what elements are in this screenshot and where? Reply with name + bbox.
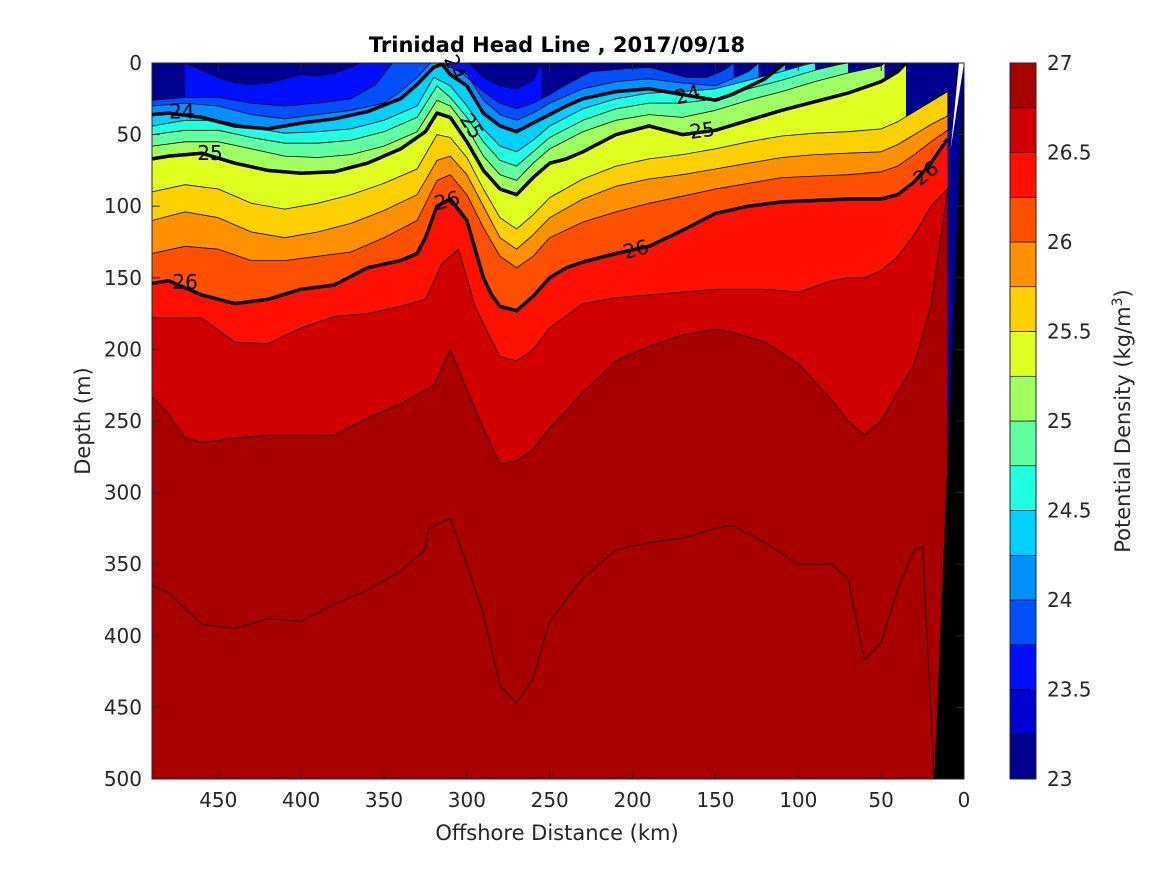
isopycnal-24.25: [152, 63, 815, 153]
y-tick-label: 500: [104, 767, 142, 791]
x-tick-label: 150: [696, 788, 734, 812]
y-axis-label: Depth (m): [71, 367, 95, 474]
colorbar-swatch: [1009, 375, 1037, 422]
y-tick-label: 100: [104, 194, 142, 218]
colorbar-swatch: [1009, 241, 1037, 288]
colorbar-swatch: [1009, 286, 1037, 332]
contour-label-26: 26: [172, 270, 197, 294]
contour-label-24: 24: [169, 100, 194, 124]
colorbar-tick-label: 24: [1047, 588, 1072, 612]
colorbar-swatches: [1009, 62, 1037, 780]
isopycnal-24: [152, 63, 787, 134]
x-axis: 450 400 350 300 250 200 150 100 50 0: [199, 63, 970, 812]
density-band-26.75: [152, 518, 935, 779]
isopycnal-25.25: [152, 91, 948, 230]
y-tick-label: 0: [129, 51, 142, 75]
isopycnal-23.5: [152, 63, 734, 110]
colorbar-swatch: [1009, 62, 1037, 109]
colorbar-tick-label: 25: [1047, 409, 1072, 433]
contour-label-25: 25: [688, 117, 717, 144]
y-tick-label: 50: [117, 123, 142, 147]
y-axis: 0 50 100 150 200 250 300 350 400 450 500: [104, 51, 964, 791]
colorbar-frame: [1009, 62, 1037, 780]
isopycnal-25: [152, 63, 908, 197]
colorbar: 27 26.5 26 25.5 25 24.5 24 23.5 23 Potential Den…: [1009, 51, 1135, 791]
colorbar-swatch: [1009, 733, 1037, 780]
y-tick-label: 250: [104, 409, 142, 433]
x-tick-label: 200: [613, 788, 651, 812]
colorbar-swatch: [1009, 689, 1037, 735]
no-data-wedge: [950, 63, 964, 149]
colorbar-swatch: [1009, 599, 1037, 646]
colorbar-tick-label: 24.5: [1047, 499, 1092, 523]
contour-label-text: 26: [172, 270, 197, 294]
colorbar-swatch: [1009, 510, 1037, 556]
contour-label-text: 25: [688, 117, 717, 144]
x-tick-label: 50: [868, 788, 893, 812]
colorbar-swatch: [1009, 107, 1037, 153]
colorbar-tick-label: 26.5: [1047, 141, 1092, 165]
y-tick-label: 150: [104, 266, 142, 290]
contour-fills: [152, 63, 964, 779]
colorbar-tick-label: 23.5: [1047, 678, 1092, 702]
colorbar-tick-label: 25.5: [1047, 320, 1092, 344]
colorbar-swatch: [1009, 644, 1037, 690]
y-tick-label: 350: [104, 552, 142, 576]
seafloor-mask: [934, 63, 964, 779]
colorbar-swatch: [1009, 420, 1037, 467]
colorbar-swatch: [1009, 331, 1037, 377]
isopycnal-23.25: [184, 63, 542, 90]
isopycnal-25.75: [152, 129, 948, 269]
x-tick-label: 450: [199, 788, 237, 812]
bottom-mask: [934, 63, 964, 779]
colorbar-ticks: 27 26.5 26 25.5 25 24.5 24 23.5 23: [1030, 51, 1092, 791]
x-tick-label: 400: [282, 788, 320, 812]
contour-label-25: 25: [197, 141, 222, 165]
isopycnal-26.75: [152, 518, 935, 779]
colorbar-label: Potential Density (kg/m3): [1110, 289, 1135, 553]
colorbar-swatch: [1009, 554, 1037, 601]
isopycnal-26.5: [152, 191, 948, 465]
x-tick-label: 250: [531, 788, 569, 812]
isopycnal-26.25: [152, 188, 948, 362]
chart-title: Trinidad Head Line , 2017/09/18: [369, 33, 745, 57]
x-tick-label: 350: [365, 788, 403, 812]
y-tick-label: 400: [104, 624, 142, 648]
contour-lines: [152, 63, 949, 779]
isopycnal-25.5: [152, 115, 948, 250]
y-tick-label: 200: [104, 337, 142, 361]
colorbar-tick-label: 23: [1047, 767, 1072, 791]
colorbar-swatch: [1009, 152, 1037, 198]
colorbar-swatch: [1009, 465, 1037, 511]
isopycnal-26: [152, 137, 949, 313]
x-tick-label: 100: [779, 788, 817, 812]
colorbar-tick-label: 26: [1047, 230, 1072, 254]
x-tick-label: 300: [448, 788, 486, 812]
isopycnal-24.5: [152, 63, 849, 167]
y-tick-label: 300: [104, 481, 142, 505]
x-axis-label: Offshore Distance (km): [435, 821, 678, 845]
y-tick-label: 450: [104, 695, 142, 719]
colorbar-swatch: [1009, 196, 1037, 243]
contour-label-text: 25: [197, 141, 222, 165]
isopycnal-23.75: [152, 63, 759, 121]
contour-label-text: 24: [169, 100, 194, 124]
x-tick-label: 0: [958, 788, 971, 812]
colorbar-tick-label: 27: [1047, 51, 1072, 75]
isopycnal-24.75: [152, 63, 885, 181]
